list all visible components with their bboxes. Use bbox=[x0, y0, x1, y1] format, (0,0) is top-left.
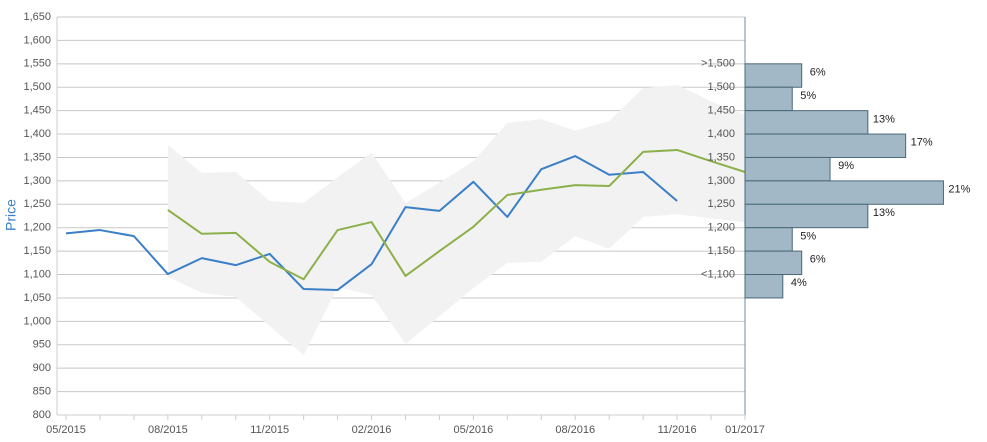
price-line bbox=[65, 155, 678, 291]
y-axis-label: Price bbox=[3, 199, 19, 231]
x-tick-label: 11/2015 bbox=[250, 424, 289, 436]
histogram-bar bbox=[744, 180, 944, 205]
value-label: 5% bbox=[800, 90, 816, 102]
y-tick-label: 900 bbox=[33, 362, 51, 374]
y-tick-label: 1,000 bbox=[23, 315, 51, 327]
histogram-bar bbox=[744, 203, 869, 229]
x-tick-label: 01/2017 bbox=[725, 424, 765, 436]
y-tick-label: 1,250 bbox=[23, 198, 51, 210]
histogram-label: 1,150 bbox=[707, 245, 735, 257]
range-band bbox=[167, 84, 746, 356]
histogram-label: 1,500 bbox=[707, 81, 735, 93]
histogram-label: <1,100 bbox=[701, 268, 735, 280]
histogram-bar bbox=[744, 63, 803, 88]
histogram-bar bbox=[744, 110, 869, 135]
histogram-label: 1,250 bbox=[707, 198, 735, 210]
histogram-label: >1,500 bbox=[701, 58, 735, 70]
y-tick-label: 1,300 bbox=[23, 175, 51, 187]
histogram-bar bbox=[744, 156, 831, 182]
y-tick-label: 800 bbox=[33, 409, 51, 421]
y-tick-label: 1,450 bbox=[23, 105, 51, 117]
histogram-bar bbox=[744, 250, 803, 276]
x-tick-label: 05/2015 bbox=[46, 424, 86, 436]
y-tick-label: 1,050 bbox=[23, 292, 51, 304]
value-label: 17% bbox=[911, 137, 933, 149]
value-label: 6% bbox=[810, 66, 826, 78]
y-tick-label: 1,500 bbox=[23, 81, 51, 93]
value-label: 6% bbox=[810, 254, 826, 266]
value-label: 21% bbox=[948, 183, 970, 195]
histogram-label: 1,400 bbox=[707, 128, 735, 140]
x-tick-label: 08/2016 bbox=[555, 424, 595, 436]
histogram-bar bbox=[744, 86, 793, 112]
value-label: 5% bbox=[800, 230, 816, 242]
value-label: 9% bbox=[838, 160, 854, 172]
x-tick-label: 05/2016 bbox=[454, 424, 494, 436]
histogram-label: 1,450 bbox=[707, 105, 735, 117]
histogram-bar bbox=[744, 133, 907, 158]
value-label: 13% bbox=[873, 207, 895, 219]
y-tick-label: 1,650 bbox=[23, 11, 51, 23]
y-tick-label: 950 bbox=[33, 339, 51, 351]
y-tick-label: 1,550 bbox=[23, 58, 51, 70]
histogram-label: 1,200 bbox=[707, 222, 735, 234]
value-label: 13% bbox=[873, 113, 895, 125]
price-line bbox=[167, 148, 746, 281]
y-tick-label: 850 bbox=[33, 385, 51, 397]
histogram-bar bbox=[744, 227, 793, 252]
histogram-bar bbox=[744, 274, 784, 299]
y-tick-label: 1,600 bbox=[23, 34, 51, 46]
y-tick-label: 1,200 bbox=[23, 222, 51, 234]
x-tick-label: 11/2016 bbox=[658, 424, 697, 436]
y-tick-label: 1,400 bbox=[23, 128, 51, 140]
histogram-label: 1,350 bbox=[707, 151, 735, 163]
y-tick-label: 1,100 bbox=[23, 268, 51, 280]
x-tick-label: 02/2016 bbox=[352, 424, 392, 436]
x-tick-label: 08/2015 bbox=[148, 424, 188, 436]
y-tick-label: 1,150 bbox=[23, 245, 51, 257]
histogram-label: 1,300 bbox=[707, 175, 735, 187]
y-tick-label: 1,350 bbox=[23, 151, 51, 163]
value-label: 4% bbox=[791, 277, 807, 289]
